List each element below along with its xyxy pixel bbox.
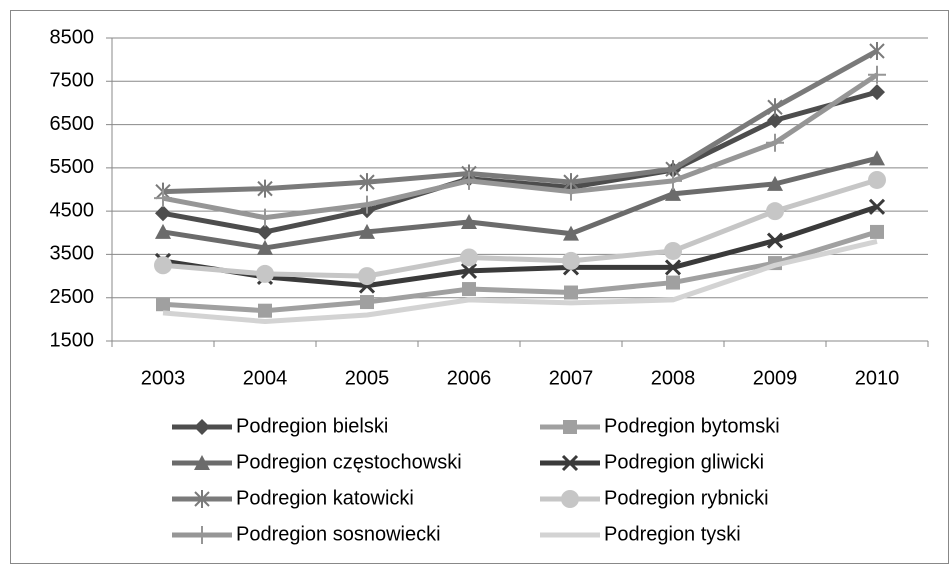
marker bbox=[358, 267, 376, 286]
series-line bbox=[162, 155, 878, 251]
legend-marker bbox=[194, 419, 210, 435]
legend-marker bbox=[194, 455, 210, 470]
legend-label: Podregion tyski bbox=[604, 523, 741, 545]
y-tick-label: 6500 bbox=[50, 113, 95, 135]
legend-label: Podregion gliwicki bbox=[604, 451, 764, 473]
legend-label: Podregion częstochowski bbox=[236, 451, 462, 473]
x-tick-label: 2006 bbox=[447, 367, 492, 389]
marker bbox=[257, 223, 273, 240]
marker bbox=[460, 262, 478, 279]
marker bbox=[460, 248, 478, 267]
marker bbox=[562, 251, 580, 270]
marker bbox=[869, 84, 885, 101]
legend-label: Podregion sosnowiecki bbox=[236, 523, 441, 545]
legend-marker bbox=[563, 420, 577, 434]
legend-label: Podregion rybnicki bbox=[604, 487, 769, 509]
x-tick-label: 2010 bbox=[855, 367, 900, 389]
series-line bbox=[162, 229, 878, 314]
marker bbox=[767, 98, 783, 117]
marker bbox=[666, 275, 680, 290]
marker bbox=[154, 256, 172, 275]
series-line bbox=[162, 177, 878, 279]
series-line bbox=[162, 72, 879, 221]
x-tick-label: 2008 bbox=[651, 367, 696, 389]
marker bbox=[767, 112, 783, 129]
marker bbox=[256, 208, 274, 227]
legend-label: Podregion bielski bbox=[236, 415, 388, 437]
legend-marker bbox=[193, 526, 211, 544]
x-tick-label: 2003 bbox=[141, 367, 186, 389]
x-tick-label: 2004 bbox=[243, 367, 288, 389]
marker bbox=[462, 282, 476, 297]
legend-marker bbox=[194, 490, 210, 508]
y-tick-label: 7500 bbox=[50, 70, 95, 92]
marker bbox=[869, 41, 885, 60]
y-tick-label: 5500 bbox=[50, 156, 95, 178]
x-tick-label: 2005 bbox=[345, 367, 390, 389]
marker bbox=[359, 173, 375, 192]
marker bbox=[664, 259, 682, 276]
marker bbox=[766, 202, 784, 221]
marker bbox=[360, 295, 374, 310]
marker bbox=[461, 213, 477, 229]
y-tick-label: 3500 bbox=[50, 243, 95, 265]
marker bbox=[155, 223, 171, 239]
marker bbox=[766, 232, 784, 249]
marker bbox=[256, 264, 274, 283]
series-line bbox=[162, 204, 878, 289]
marker bbox=[868, 198, 886, 215]
marker bbox=[460, 171, 478, 190]
x-tick-label: 2007 bbox=[549, 367, 594, 389]
marker bbox=[358, 195, 376, 214]
marker bbox=[870, 224, 884, 239]
series-line bbox=[162, 48, 879, 195]
marker bbox=[257, 239, 273, 255]
marker bbox=[766, 133, 784, 152]
marker bbox=[154, 189, 172, 208]
series-line bbox=[162, 89, 878, 235]
legend-marker bbox=[561, 454, 579, 472]
marker bbox=[664, 171, 682, 190]
marker bbox=[564, 285, 578, 300]
legend-label: Podregion katowicki bbox=[236, 487, 414, 509]
y-tick-label: 2500 bbox=[50, 286, 95, 308]
marker bbox=[258, 303, 272, 318]
marker bbox=[664, 241, 682, 260]
marker bbox=[767, 175, 783, 191]
marker bbox=[869, 150, 885, 166]
y-tick-label: 8500 bbox=[50, 26, 95, 48]
series-line bbox=[162, 239, 878, 325]
legend-marker bbox=[561, 490, 579, 508]
legend-label: Podregion bytomski bbox=[604, 415, 780, 437]
marker bbox=[868, 170, 886, 189]
marker bbox=[563, 225, 579, 241]
marker bbox=[257, 179, 273, 198]
y-tick-label: 4500 bbox=[50, 199, 95, 221]
marker bbox=[868, 65, 886, 84]
marker bbox=[156, 297, 170, 312]
y-tick-label: 1500 bbox=[50, 329, 95, 351]
marker bbox=[562, 182, 580, 201]
marker bbox=[359, 223, 375, 239]
marker bbox=[155, 205, 171, 222]
marker bbox=[665, 185, 681, 201]
chart-frame bbox=[10, 10, 949, 564]
x-tick-label: 2009 bbox=[753, 367, 798, 389]
